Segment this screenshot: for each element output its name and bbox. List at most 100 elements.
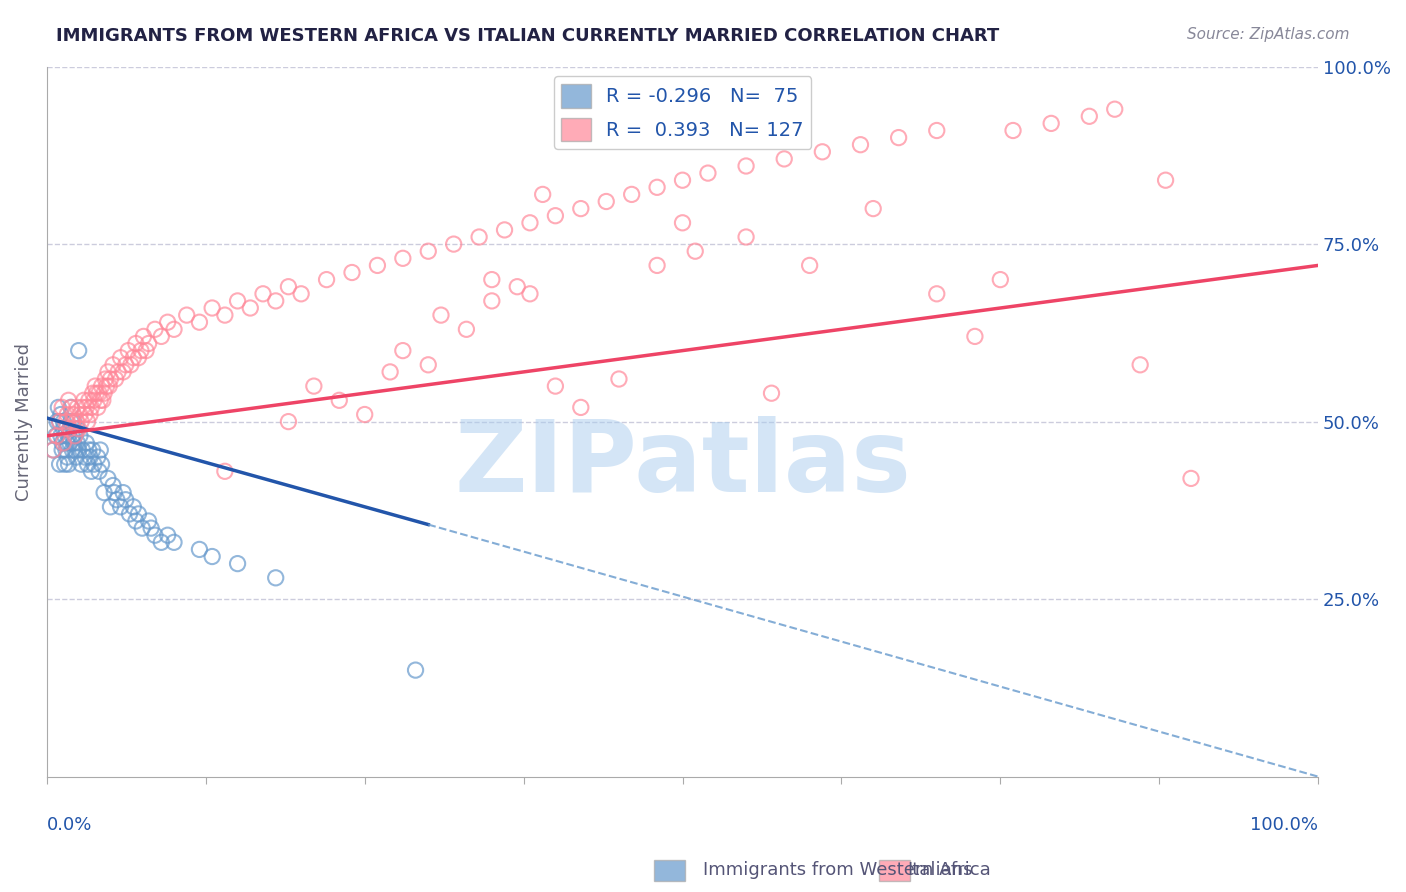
Point — [418, 358, 440, 372]
Point — [67, 442, 90, 457]
Point — [48, 415, 70, 429]
Point — [96, 379, 118, 393]
Point — [67, 422, 90, 436]
Text: 100.0%: 100.0% — [1250, 815, 1319, 834]
Legend: R = -0.296   N=  75, R =  0.393   N= 127: R = -0.296 N= 75, R = 0.393 N= 127 — [554, 77, 811, 149]
Point — [46, 429, 69, 443]
Point — [328, 393, 350, 408]
Point — [132, 329, 155, 343]
Point — [77, 442, 100, 457]
Point — [683, 244, 706, 259]
Point — [544, 379, 567, 393]
Point — [1129, 358, 1152, 372]
Point — [53, 429, 76, 443]
Text: Source: ZipAtlas.com: Source: ZipAtlas.com — [1187, 27, 1350, 42]
Point — [188, 542, 211, 557]
Point — [1180, 471, 1202, 485]
Point — [89, 393, 111, 408]
Point — [544, 209, 567, 223]
Point — [697, 166, 720, 180]
Point — [65, 450, 87, 464]
Point — [117, 343, 139, 358]
Point — [59, 422, 82, 436]
Point — [226, 557, 249, 571]
Point — [98, 379, 121, 393]
Point — [70, 415, 93, 429]
Point — [569, 401, 592, 415]
Point — [671, 173, 693, 187]
Point — [73, 408, 96, 422]
Point — [86, 386, 108, 401]
Point — [104, 372, 127, 386]
Point — [264, 571, 287, 585]
Point — [63, 429, 86, 443]
Point — [48, 415, 70, 429]
Point — [925, 286, 948, 301]
Point — [125, 336, 148, 351]
Text: 0.0%: 0.0% — [46, 815, 93, 834]
Point — [80, 401, 103, 415]
Point — [59, 436, 82, 450]
Point — [138, 514, 160, 528]
Point — [60, 401, 83, 415]
Point — [735, 159, 758, 173]
Point — [90, 457, 112, 471]
Point — [392, 252, 415, 266]
Point — [761, 386, 783, 401]
Point — [58, 457, 80, 471]
Point — [620, 187, 643, 202]
Point — [63, 429, 86, 443]
Point — [58, 429, 80, 443]
Point — [87, 464, 110, 478]
Point — [55, 415, 77, 429]
Point — [799, 259, 821, 273]
Point — [72, 401, 94, 415]
Point — [735, 230, 758, 244]
Point — [100, 500, 122, 514]
Point — [188, 315, 211, 329]
Point — [405, 663, 427, 677]
Point — [143, 528, 166, 542]
Point — [418, 244, 440, 259]
Point — [1040, 116, 1063, 130]
Point — [87, 386, 110, 401]
Point — [122, 500, 145, 514]
Point — [76, 457, 98, 471]
Point — [214, 308, 236, 322]
Point — [150, 329, 173, 343]
Point — [239, 301, 262, 315]
Point — [72, 442, 94, 457]
Point — [90, 379, 112, 393]
Point — [114, 358, 136, 372]
Point — [62, 436, 84, 450]
Point — [66, 422, 89, 436]
Point — [93, 485, 115, 500]
Point — [645, 180, 668, 194]
Point — [75, 401, 97, 415]
Point — [671, 216, 693, 230]
Point — [56, 450, 79, 464]
Point — [849, 137, 872, 152]
Point — [52, 415, 75, 429]
Point — [340, 266, 363, 280]
Text: IMMIGRANTS FROM WESTERN AFRICA VS ITALIAN CURRENTLY MARRIED CORRELATION CHART: IMMIGRANTS FROM WESTERN AFRICA VS ITALIA… — [56, 27, 1000, 45]
Point — [277, 279, 299, 293]
Point — [77, 393, 100, 408]
Point — [214, 464, 236, 478]
Point — [302, 379, 325, 393]
Point — [56, 436, 79, 450]
Point — [353, 408, 375, 422]
Point — [114, 492, 136, 507]
Point — [82, 442, 104, 457]
Point — [264, 293, 287, 308]
Point — [69, 429, 91, 443]
Point — [42, 442, 65, 457]
Point — [1002, 123, 1025, 137]
Point — [51, 442, 73, 457]
Point — [58, 393, 80, 408]
Point — [118, 507, 141, 521]
Point — [443, 237, 465, 252]
Point — [481, 293, 503, 308]
Point — [66, 401, 89, 415]
Point — [75, 436, 97, 450]
